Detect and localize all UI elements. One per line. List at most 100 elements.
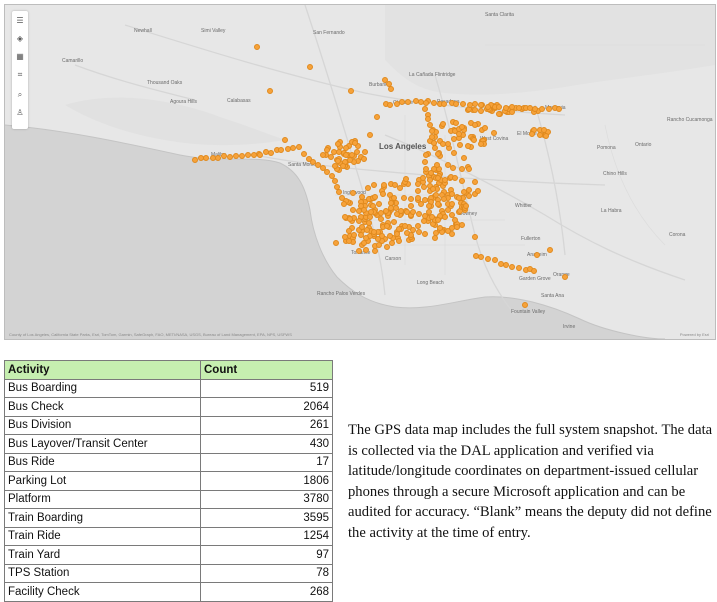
gps-point-marker[interactable] bbox=[359, 223, 366, 230]
gps-point-marker[interactable] bbox=[305, 155, 312, 162]
gps-point-marker[interactable] bbox=[254, 44, 260, 50]
gps-point-marker[interactable] bbox=[332, 177, 339, 184]
gps-point-marker[interactable] bbox=[502, 104, 509, 111]
gps-point-marker[interactable] bbox=[459, 177, 466, 184]
gps-point-marker[interactable] bbox=[471, 137, 478, 144]
gps-point-marker[interactable] bbox=[460, 101, 467, 108]
gps-point-marker[interactable] bbox=[319, 165, 326, 172]
gps-point-marker[interactable] bbox=[360, 155, 367, 162]
gps-point-marker[interactable] bbox=[423, 99, 429, 106]
gps-point-marker[interactable] bbox=[387, 200, 394, 207]
gps-point-marker[interactable] bbox=[391, 218, 398, 225]
gps-point-marker[interactable] bbox=[409, 209, 416, 216]
gps-point-marker[interactable] bbox=[433, 162, 440, 169]
gps-point-marker[interactable] bbox=[333, 239, 340, 246]
gps-point-marker[interactable] bbox=[415, 223, 422, 230]
gps-point-marker[interactable] bbox=[459, 222, 465, 229]
gps-point-marker[interactable] bbox=[386, 233, 393, 240]
gps-point-marker[interactable] bbox=[374, 114, 380, 120]
gps-point-marker[interactable] bbox=[423, 152, 429, 159]
gps-point-marker[interactable] bbox=[350, 190, 357, 197]
powered-by-esri[interactable]: Powered by Esri bbox=[679, 332, 709, 337]
gps-point-marker[interactable] bbox=[346, 227, 353, 234]
gps-point-marker[interactable] bbox=[335, 189, 342, 196]
gps-point-marker[interactable] bbox=[449, 164, 456, 171]
gps-point-marker[interactable] bbox=[289, 145, 296, 152]
gps-point-marker[interactable] bbox=[556, 105, 563, 112]
gps-point-marker[interactable] bbox=[508, 104, 515, 111]
gps-point-marker[interactable] bbox=[355, 143, 362, 150]
gps-point-marker[interactable] bbox=[282, 137, 288, 143]
gps-point-marker[interactable] bbox=[503, 261, 510, 268]
gps-point-marker[interactable] bbox=[381, 181, 388, 188]
gps-point-marker[interactable] bbox=[357, 203, 364, 209]
gps-point-marker[interactable] bbox=[448, 230, 455, 237]
gps-point-marker[interactable] bbox=[427, 121, 433, 128]
gps-point-marker[interactable] bbox=[448, 225, 455, 232]
gps-point-marker[interactable] bbox=[462, 203, 469, 210]
gps-point-marker[interactable] bbox=[441, 213, 448, 220]
gps-point-marker[interactable] bbox=[379, 233, 385, 239]
gps-point-marker[interactable] bbox=[355, 217, 362, 224]
gps-point-marker[interactable] bbox=[434, 216, 441, 223]
gps-point-marker[interactable] bbox=[341, 234, 348, 241]
gps-point-marker[interactable] bbox=[421, 213, 428, 220]
gps-point-marker[interactable] bbox=[439, 120, 446, 127]
gps-point-marker[interactable] bbox=[423, 166, 429, 173]
gps-point-marker[interactable] bbox=[341, 213, 348, 220]
gps-point-marker[interactable] bbox=[367, 208, 374, 215]
gps-point-marker[interactable] bbox=[451, 175, 458, 182]
gps-point-marker[interactable] bbox=[407, 195, 414, 202]
gps-point-marker[interactable] bbox=[562, 274, 568, 280]
gps-point-marker[interactable] bbox=[461, 155, 468, 162]
gps-point-marker[interactable] bbox=[267, 149, 274, 156]
gps-point-marker[interactable] bbox=[377, 215, 384, 222]
gps-point-marker[interactable] bbox=[440, 196, 447, 203]
gps-point-marker[interactable] bbox=[509, 264, 516, 271]
gps-point-marker[interactable] bbox=[220, 152, 227, 159]
gps-point-marker[interactable] bbox=[214, 154, 221, 161]
gps-point-marker[interactable] bbox=[388, 86, 395, 93]
gps-point-marker[interactable] bbox=[367, 132, 373, 138]
gps-point-marker[interactable] bbox=[416, 211, 423, 218]
gps-point-marker[interactable] bbox=[547, 247, 553, 253]
gps-point-marker[interactable] bbox=[331, 163, 338, 170]
gps-point-marker[interactable] bbox=[449, 190, 456, 197]
gps-point-marker[interactable] bbox=[445, 140, 452, 147]
gps-point-marker[interactable] bbox=[478, 101, 485, 108]
gps-point-marker[interactable] bbox=[257, 152, 263, 158]
menu-icon[interactable]: ☰ bbox=[16, 16, 24, 25]
gps-point-marker[interactable] bbox=[464, 142, 471, 149]
gps-point-marker[interactable] bbox=[346, 238, 353, 245]
gps-point-marker[interactable] bbox=[405, 99, 412, 106]
user-icon[interactable]: ♙ bbox=[16, 108, 24, 117]
gps-point-marker[interactable] bbox=[414, 195, 421, 202]
gps-point-marker[interactable] bbox=[425, 203, 432, 210]
gps-point-marker[interactable] bbox=[370, 203, 377, 210]
gps-point-marker[interactable] bbox=[516, 105, 523, 111]
gps-point-marker[interactable] bbox=[245, 152, 252, 159]
gps-point-marker[interactable] bbox=[335, 140, 342, 147]
gps-point-marker[interactable] bbox=[372, 194, 379, 201]
gps-point-marker[interactable] bbox=[496, 110, 503, 117]
gps-point-marker[interactable] bbox=[437, 224, 444, 231]
gps-point-marker[interactable] bbox=[393, 100, 400, 107]
gps-point-marker[interactable] bbox=[430, 99, 437, 106]
gps-point-marker[interactable] bbox=[528, 130, 535, 137]
gps-point-marker[interactable] bbox=[394, 231, 401, 238]
gps-point-marker[interactable] bbox=[465, 187, 472, 193]
gps-point-marker[interactable] bbox=[351, 140, 358, 147]
gps-point-marker[interactable] bbox=[375, 241, 382, 248]
gps-point-marker[interactable] bbox=[399, 98, 406, 105]
gps-point-marker[interactable] bbox=[414, 187, 421, 194]
gps-point-marker[interactable] bbox=[393, 210, 400, 217]
gps-point-marker[interactable] bbox=[466, 166, 473, 173]
gps-point-marker[interactable] bbox=[371, 181, 378, 188]
gps-point-marker[interactable] bbox=[335, 158, 341, 165]
gps-point-marker[interactable] bbox=[531, 267, 538, 274]
gps-point-marker[interactable] bbox=[379, 190, 386, 197]
gps-point-marker[interactable] bbox=[451, 217, 458, 224]
gps-point-marker[interactable] bbox=[375, 200, 382, 207]
gps-point-marker[interactable] bbox=[226, 153, 233, 160]
gps-point-marker[interactable] bbox=[355, 227, 362, 234]
